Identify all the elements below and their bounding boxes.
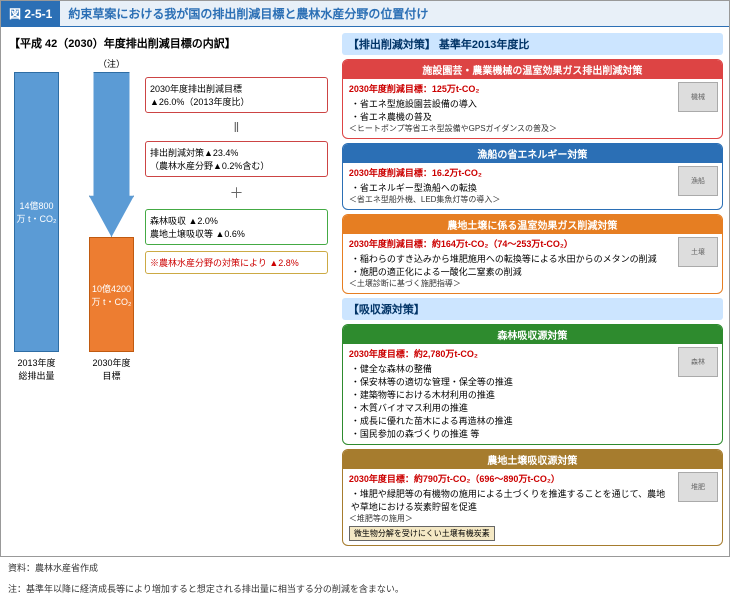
measure-card: 森林吸収源対策 2030年度目標：約2,780万t-CO₂ 健全な森林の整備保安… bbox=[342, 324, 723, 445]
chart-area: 14億800万 t・CO₂ 2013年度 総排出量 （注） 10億4200万 t… bbox=[9, 57, 328, 382]
measure-note: ＜省エネ型船外機、LED集魚灯等の導入＞ bbox=[349, 194, 674, 205]
content-columns: 【平成 42（2030）年度排出削減目標の内訳】 14億800万 t・CO₂ 2… bbox=[1, 27, 729, 556]
measure-item: 木質バイオマス利用の推進 bbox=[351, 401, 674, 414]
measure-title: 農地土壌に係る温室効果ガス削減対策 bbox=[343, 215, 722, 234]
left-title: 【平成 42（2030）年度排出削減目標の内訳】 bbox=[9, 35, 328, 51]
illustration-icon: 土壌 bbox=[678, 237, 718, 267]
measure-items: 省エネ型施設園芸設備の導入省エネ農機の普及 bbox=[349, 97, 674, 123]
measure-card: 農地土壌に係る温室効果ガス削減対策 2030年度削減目標：約164万t-CO₂（… bbox=[342, 214, 723, 294]
sink-box: 森林吸収 ▲2.0% 農地土壌吸収等 ▲0.6% bbox=[145, 209, 328, 245]
bar-chart: 14億800万 t・CO₂ 2013年度 総排出量 （注） 10億4200万 t… bbox=[9, 57, 139, 382]
bar-2030-label: 2030年度 目標 bbox=[92, 356, 130, 382]
measure-target: 2030年度目標：約790万t-CO₂（696～890万t-CO₂） bbox=[349, 472, 674, 485]
measure-item: 施肥の適正化による一酸化二窒素の削減 bbox=[351, 265, 674, 278]
bar-2013-col: 14億800万 t・CO₂ 2013年度 総排出量 bbox=[9, 72, 64, 382]
measure-note: ＜堆肥等の施用＞ bbox=[349, 513, 674, 524]
figure-container: 図 2-5-1 約束草案における我が国の排出削減目標と農林水産分野の位置付け 【… bbox=[0, 0, 730, 557]
measure-items: 健全な森林の整備保安林等の適切な管理・保全等の推進建築物等における木材利用の推進… bbox=[349, 362, 674, 440]
illustration-icon: 機械 bbox=[678, 82, 718, 112]
measure-item: 省エネルギー型漁船への転換 bbox=[351, 181, 674, 194]
measure-target: 2030年度削減目標：125万t-CO₂ bbox=[349, 82, 674, 95]
bar-2013: 14億800万 t・CO₂ bbox=[14, 72, 59, 352]
measure-title: 農地土壌吸収源対策 bbox=[343, 450, 722, 469]
soil-carbon-box: 微生物分解を受けにくい土壌有機炭素 bbox=[349, 526, 495, 541]
sinks-section-header: 【吸収源対策】 bbox=[342, 298, 723, 320]
measure-note: ＜ヒートポンプ等省エネ型設備やGPSガイダンスの普及＞ bbox=[349, 123, 674, 134]
bar-2030-col: （注） 10億4200万 t・CO₂ 2030年度 目標 bbox=[84, 57, 139, 382]
measure-item: 堆肥や緑肥等の有機物の施用による土づくりを推進することを通じて、農地や草地におけ… bbox=[351, 487, 674, 513]
measure-items: 堆肥や緑肥等の有機物の施用による土づくりを推進することを通じて、農地や草地におけ… bbox=[349, 487, 674, 513]
bar-2013-label: 2013年度 総排出量 bbox=[17, 356, 55, 382]
measure-items: 省エネルギー型漁船への転換 bbox=[349, 181, 674, 194]
emissions-measures: 施設園芸・農業機械の温室効果ガス排出削減対策 2030年度削減目標：125万t-… bbox=[342, 59, 723, 294]
measure-target: 2030年度目標：約2,780万t-CO₂ bbox=[349, 347, 674, 360]
measure-item: 省エネ農機の普及 bbox=[351, 110, 674, 123]
figure-number: 図 2-5-1 bbox=[1, 1, 60, 26]
illustration-icon: 森林 bbox=[678, 347, 718, 377]
note-footnote: 注：基準年以降に経済成長等により増加すると想定される排出量に相当する分の削減を含… bbox=[0, 578, 730, 599]
measure-title: 施設園芸・農業機械の温室効果ガス排出削減対策 bbox=[343, 60, 722, 79]
measure-item: 省エネ型施設園芸設備の導入 bbox=[351, 97, 674, 110]
measure-title: 漁船の省エネルギー対策 bbox=[343, 144, 722, 163]
illustration-icon: 堆肥 bbox=[678, 472, 718, 502]
measure-item: 稲わらのすき込みから堆肥施用への転換等による水田からのメタンの削減 bbox=[351, 252, 674, 265]
source-footnote: 資料：農林水産省作成 bbox=[0, 557, 730, 578]
measure-card: 施設園芸・農業機械の温室効果ガス排出削減対策 2030年度削減目標：125万t-… bbox=[342, 59, 723, 139]
target-box: 2030年度排出削減目標 ▲26.0%（2013年度比） bbox=[145, 77, 328, 113]
measure-card: 漁船の省エネルギー対策 2030年度削減目標：16.2万t-CO₂ 省エネルギー… bbox=[342, 143, 723, 210]
maff-note: ※農林水産分野の対策により ▲2.8% bbox=[150, 258, 299, 268]
plus-symbol: ＋ bbox=[145, 183, 328, 203]
illustration-icon: 漁船 bbox=[678, 166, 718, 196]
measures-box: 排出削減対策▲23.4% （農林水産分野▲0.2%含む） bbox=[145, 141, 328, 177]
reduction-arrow-icon bbox=[89, 72, 134, 237]
measure-items: 稲わらのすき込みから堆肥施用への転換等による水田からのメタンの削減施肥の適正化に… bbox=[349, 252, 674, 278]
measure-item: 国民参加の森づくりの推進 等 bbox=[351, 427, 674, 440]
figure-title: 約束草案における我が国の排出削減目標と農林水産分野の位置付け bbox=[60, 1, 729, 26]
measure-item: 建築物等における木材利用の推進 bbox=[351, 388, 674, 401]
measure-card: 農地土壌吸収源対策 2030年度目標：約790万t-CO₂（696～890万t-… bbox=[342, 449, 723, 546]
right-panel: 【排出削減対策】 基準年2013年度比 施設園芸・農業機械の温室効果ガス排出削減… bbox=[336, 27, 729, 556]
left-panel: 【平成 42（2030）年度排出削減目標の内訳】 14億800万 t・CO₂ 2… bbox=[1, 27, 336, 556]
measure-item: 健全な森林の整備 bbox=[351, 362, 674, 375]
sink-measures: 森林吸収源対策 2030年度目標：約2,780万t-CO₂ 健全な森林の整備保安… bbox=[342, 324, 723, 546]
measure-target: 2030年度削減目標：16.2万t-CO₂ bbox=[349, 166, 674, 179]
info-column: 2030年度排出削減目標 ▲26.0%（2013年度比） ǁ 排出削減対策▲23… bbox=[145, 57, 328, 382]
bar-2030: 10億4200万 t・CO₂ bbox=[89, 237, 134, 352]
figure-header: 図 2-5-1 約束草案における我が国の排出削減目標と農林水産分野の位置付け bbox=[1, 1, 729, 27]
emissions-section-header: 【排出削減対策】 基準年2013年度比 bbox=[342, 33, 723, 55]
equals-symbol: ǁ bbox=[145, 119, 328, 135]
measure-note: ＜土壌診断に基づく施肥指導＞ bbox=[349, 278, 674, 289]
measure-item: 保安林等の適切な管理・保全等の推進 bbox=[351, 375, 674, 388]
measure-target: 2030年度削減目標：約164万t-CO₂（74～253万t-CO₂） bbox=[349, 237, 674, 250]
measure-item: 成長に優れた苗木による再造林の推進 bbox=[351, 414, 674, 427]
measure-title: 森林吸収源対策 bbox=[343, 325, 722, 344]
maff-box: ※農林水産分野の対策により ▲2.8% bbox=[145, 251, 328, 274]
note-marker: （注） bbox=[98, 57, 125, 70]
